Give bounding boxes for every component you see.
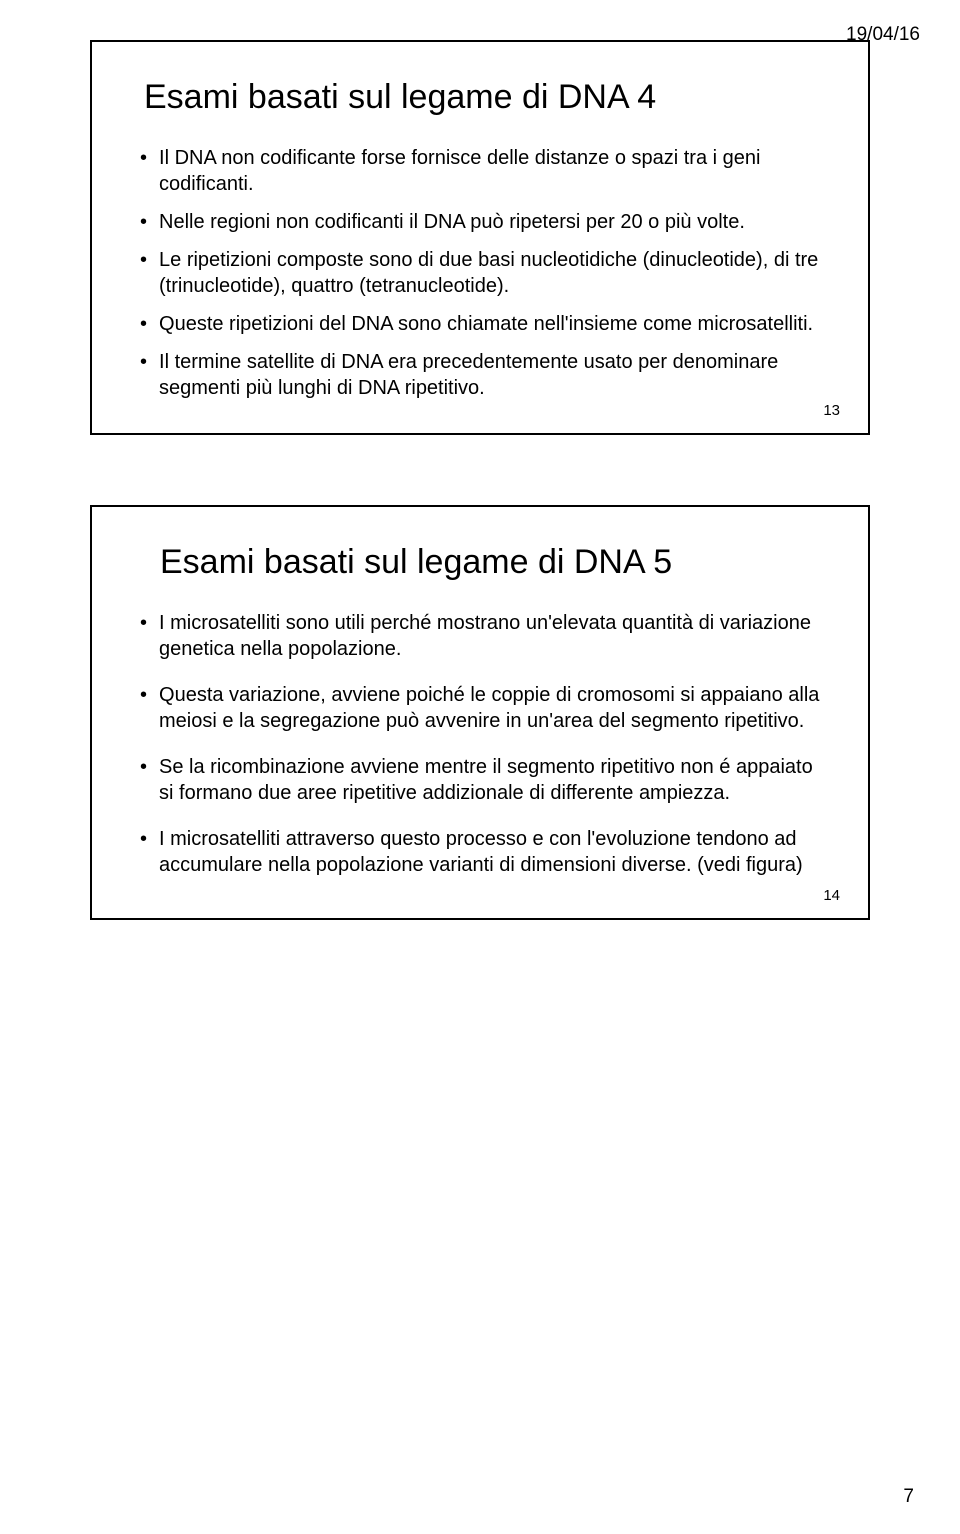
bullet-icon: • [140,145,147,197]
bullet-text: Le ripetizioni composte sono di due basi… [159,247,822,299]
bullet-text: Se la ricombinazione avviene mentre il s… [159,754,822,806]
bullet-icon: • [140,682,147,734]
bullet-icon: • [140,826,147,878]
slide-1: Esami basati sul legame di DNA 4 •Il DNA… [90,40,870,435]
slide-2-title: Esami basati sul legame di DNA 5 [132,543,828,582]
slide-1-bullets: •Il DNA non codificante forse fornisce d… [132,145,828,401]
list-item: •Se la ricombinazione avviene mentre il … [140,754,822,806]
bullet-icon: • [140,349,147,401]
list-item: •Il DNA non codificante forse fornisce d… [140,145,822,197]
bullet-text: Nelle regioni non codificanti il DNA può… [159,209,822,235]
footer-page-number: 7 [903,1486,914,1508]
slide-1-page-number: 13 [823,402,840,419]
bullet-text: I microsatelliti sono utili perché mostr… [159,610,822,662]
list-item: • Queste ripetizioni del DNA sono chiamat… [140,311,822,337]
slide-2-page-number: 14 [823,887,840,904]
bullet-icon: • [140,610,147,662]
bullet-icon: • [140,247,147,299]
bullet-text: Il termine satellite di DNA era preceden… [159,349,822,401]
bullet-text: Queste ripetizioni del DNA sono chiamate… [159,311,822,337]
bullet-text: Il DNA non codificante forse fornisce de… [159,145,822,197]
bullet-icon: • [140,209,147,235]
bullet-text: I microsatelliti attraverso questo proce… [159,826,822,878]
slide-2-bullets: •I microsatelliti sono utili perché most… [132,610,828,878]
bullet-icon: • [140,754,147,806]
bullet-text: Questa variazione, avviene poiché le cop… [159,682,822,734]
list-item: •Le ripetizioni composte sono di due bas… [140,247,822,299]
list-item: •I microsatelliti attraverso questo proc… [140,826,822,878]
list-item: • Nelle regioni non codificanti il DNA pu… [140,209,822,235]
list-item: •Il termine satellite di DNA era precede… [140,349,822,401]
bullet-icon: • [140,311,147,337]
slide-1-title: Esami basati sul legame di DNA 4 [132,78,828,117]
list-item: •I microsatelliti sono utili perché most… [140,610,822,662]
list-item: •Questa variazione, avviene poiché le co… [140,682,822,734]
slide-2: Esami basati sul legame di DNA 5 •I micr… [90,505,870,920]
